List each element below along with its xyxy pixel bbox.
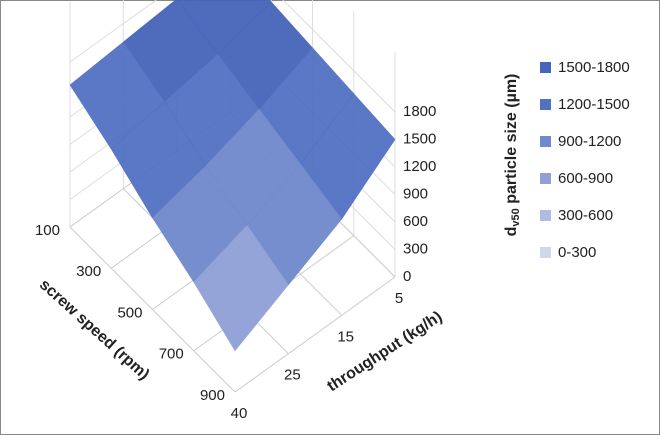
z-tick-label: 1200: [403, 158, 436, 175]
plot: 0 300 600 900 1200 1500 1800 100 300 500 700 900 5 15…: [35, 0, 436, 422]
z-tick-label: 600: [403, 213, 428, 230]
x-tick-label: 500: [117, 304, 142, 321]
x-tick-label: 900: [200, 387, 225, 404]
floor-grid-line: [69, 226, 236, 393]
legend-swatch: [540, 99, 551, 110]
legend-label: 300-600: [558, 207, 613, 224]
legend-title-rest: particle size (µm): [503, 74, 520, 209]
legend-swatch: [540, 210, 551, 221]
legend-swatch: [540, 173, 551, 184]
z-tick-label: 1500: [403, 130, 436, 147]
legend-swatch: [540, 136, 551, 147]
y-tick-label: 25: [284, 367, 301, 384]
legend-label: 600-900: [558, 170, 613, 187]
x-tick-label: 100: [35, 222, 60, 239]
legend-swatch: [540, 247, 551, 258]
y-tick-label: 15: [337, 328, 354, 345]
x-tick-label: 700: [159, 346, 184, 363]
z-tick-label: 0: [403, 268, 411, 285]
legend-title-sub: v50: [510, 208, 522, 226]
legend-label: 1500-1800: [558, 59, 630, 76]
z-tick-label: 300: [403, 240, 428, 257]
legend-swatch: [540, 62, 551, 73]
legend-title-main: d: [503, 227, 520, 237]
y-tick-label: 40: [231, 405, 248, 422]
surface-cell: [193, 224, 289, 352]
z-tick-label: 900: [403, 185, 428, 202]
legend-title: dv50 particle size (µm): [503, 74, 522, 237]
legend-label: 1200-1500: [558, 96, 630, 113]
y-tick-label: 5: [395, 290, 403, 307]
legend-label: 900-1200: [558, 133, 621, 150]
z-tick-label: 1800: [403, 103, 436, 120]
floor-grid-line: [234, 276, 396, 393]
x-tick-label: 300: [76, 263, 101, 280]
legend-label: 0-300: [558, 244, 596, 261]
